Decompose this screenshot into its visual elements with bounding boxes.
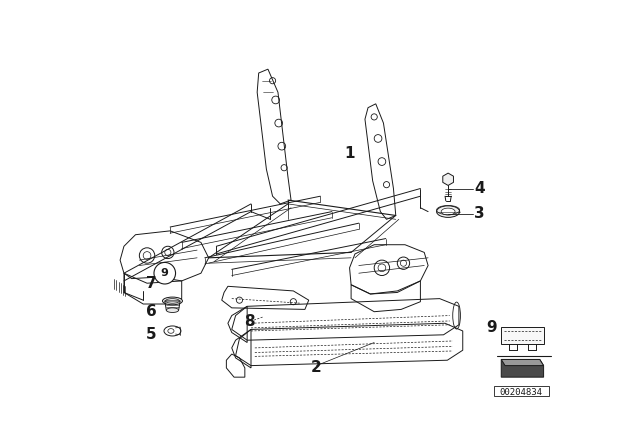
Text: 9: 9 [486, 319, 497, 335]
Text: 3: 3 [474, 207, 485, 221]
Text: 8: 8 [244, 314, 255, 329]
Circle shape [154, 263, 175, 284]
Text: 2: 2 [311, 360, 322, 375]
Polygon shape [501, 359, 543, 366]
Text: 5: 5 [145, 327, 156, 342]
Polygon shape [443, 173, 454, 185]
Ellipse shape [163, 297, 182, 305]
Text: 4: 4 [474, 181, 485, 196]
Ellipse shape [166, 308, 179, 313]
Ellipse shape [164, 326, 181, 336]
Text: 7: 7 [145, 276, 156, 291]
Polygon shape [501, 327, 543, 344]
Text: 9: 9 [161, 268, 169, 278]
Bar [493, 386, 549, 396]
Ellipse shape [436, 206, 460, 217]
Ellipse shape [441, 208, 455, 215]
Text: 00204834: 00204834 [499, 388, 542, 397]
Text: 1: 1 [344, 146, 355, 161]
Polygon shape [501, 359, 543, 377]
Text: 6: 6 [145, 304, 156, 319]
